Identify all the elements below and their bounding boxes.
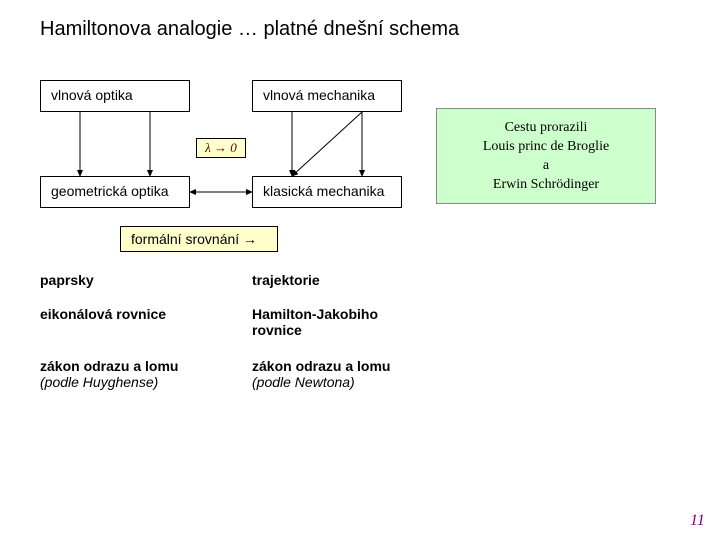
- sidebox-line: Cestu prorazili: [447, 119, 645, 138]
- box-vlnova-mechanika: vlnová mechanika: [252, 80, 402, 112]
- formal-text: formální srovnání →: [131, 231, 257, 247]
- table-cell-sub: (podle Newtona): [252, 374, 390, 390]
- sidebox-line: a: [447, 157, 645, 176]
- page-title: Hamiltonova analogie … platné dnešní sch…: [40, 18, 459, 41]
- page-number: 11: [690, 512, 705, 530]
- box-geometricka-optika: geometrická optika: [40, 176, 190, 208]
- box-label: klasická mechanika: [263, 183, 384, 199]
- box-vlnova-optika: vlnová optika: [40, 80, 190, 112]
- table-cell-left: zákon odrazu a lomu(podle Huyghense): [40, 358, 178, 390]
- box-klasicka-mechanika: klasická mechanika: [252, 176, 402, 208]
- box-label: vlnová optika: [51, 87, 133, 103]
- table-cell-left: eikonálová rovnice: [40, 306, 166, 322]
- sidebox-line: Erwin Schrödinger: [447, 176, 645, 195]
- lambda-text: λ → 0: [205, 140, 237, 156]
- table-cell-right: Hamilton-Jakobihorovnice: [252, 306, 378, 338]
- sidebox-line: Louis princ de Broglie: [447, 138, 645, 157]
- lambda-limit-box: λ → 0: [196, 138, 246, 158]
- table-cell-sub: (podle Huyghense): [40, 374, 178, 390]
- box-label: geometrická optika: [51, 183, 169, 199]
- sidebox-historical-note: Cestu prorazili Louis princ de Broglie a…: [436, 108, 656, 204]
- box-label: vlnová mechanika: [263, 87, 375, 103]
- formal-comparison-label: formální srovnání →: [120, 226, 278, 252]
- table-cell-left: paprsky: [40, 272, 94, 288]
- table-cell-right: zákon odrazu a lomu(podle Newtona): [252, 358, 390, 390]
- table-cell-right: trajektorie: [252, 272, 320, 288]
